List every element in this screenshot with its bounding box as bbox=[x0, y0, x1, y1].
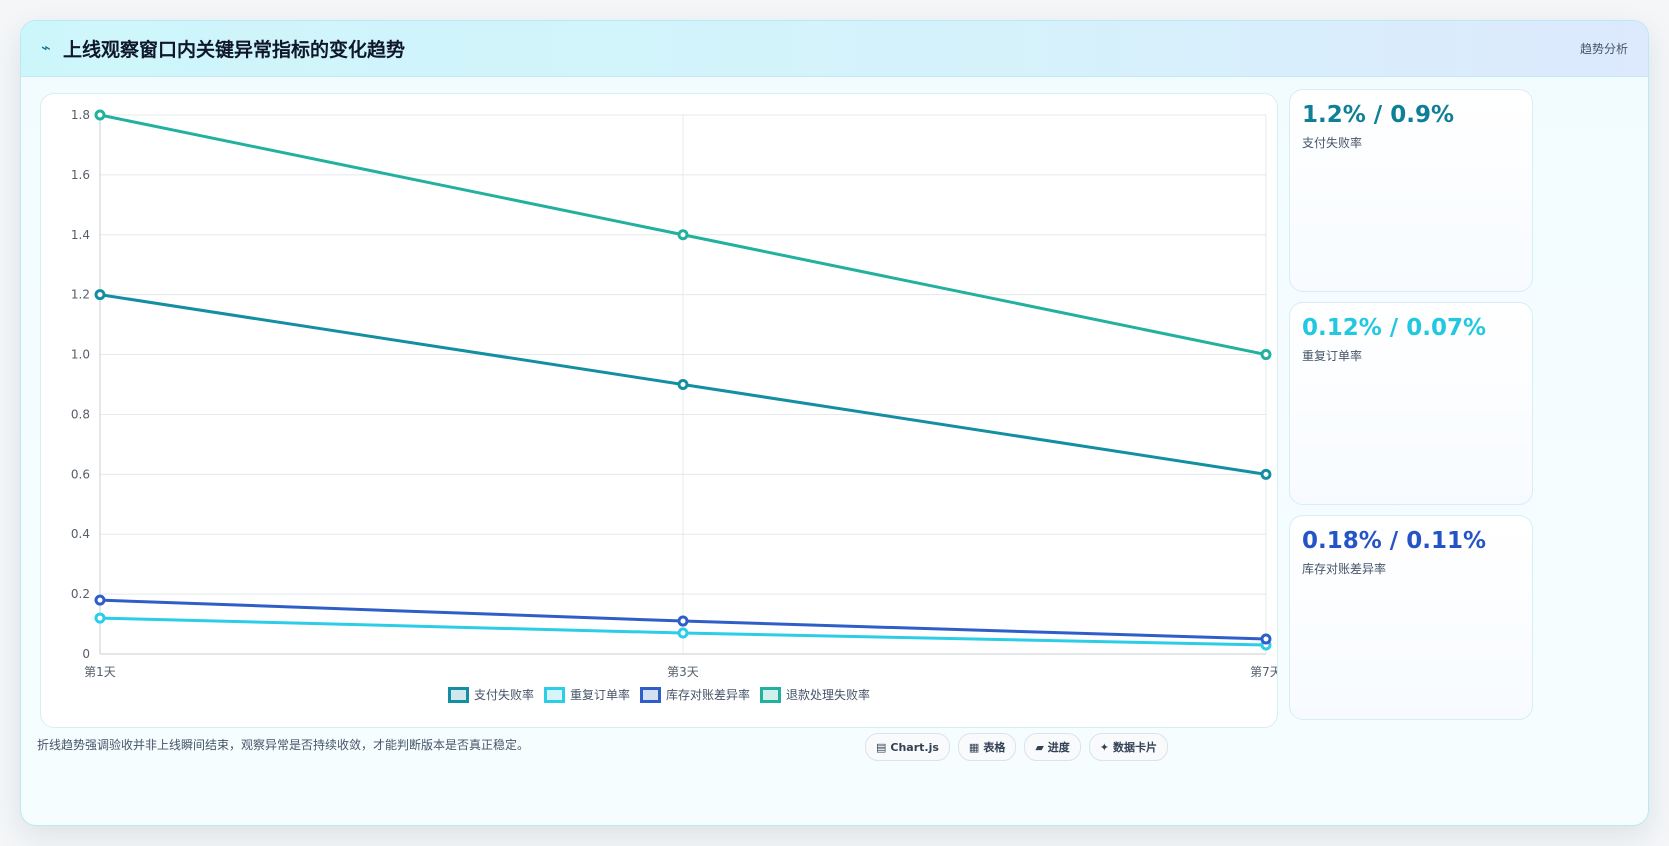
metric-card-inventory: 0.18% / 0.11% 库存对账差异率 bbox=[1289, 515, 1533, 720]
badge-table: ▦ 表格 bbox=[957, 733, 1017, 761]
badge-label: Chart.js bbox=[890, 740, 939, 754]
data-point[interactable] bbox=[1260, 468, 1272, 480]
badge-progress: ▰ 进度 bbox=[1024, 733, 1081, 761]
y-tick-label: 0.4 bbox=[71, 527, 90, 541]
table-icon: ▦ bbox=[968, 740, 980, 754]
metric-value: 0.12% / 0.07% bbox=[1302, 315, 1486, 341]
badge-label: 表格 bbox=[983, 741, 1006, 754]
legend-label: 退款处理失败率 bbox=[786, 688, 871, 702]
x-tick-label: 第7天 bbox=[1250, 665, 1277, 679]
data-point[interactable] bbox=[677, 627, 689, 639]
y-tick-label: 0.2 bbox=[71, 587, 90, 601]
header-tag: 趋势分析 bbox=[1579, 42, 1628, 56]
legend-label: 库存对账差异率 bbox=[666, 688, 751, 702]
metric-card-duplicate-order: 0.12% / 0.07% 重复订单率 bbox=[1289, 302, 1533, 505]
data-point[interactable] bbox=[94, 109, 106, 121]
page-title: 上线观察窗口内关键异常指标的变化趋势 bbox=[63, 39, 406, 61]
data-point[interactable] bbox=[1260, 633, 1272, 645]
progress-icon: ▰ bbox=[1035, 740, 1044, 754]
data-point[interactable] bbox=[1260, 349, 1272, 361]
legend-swatch bbox=[760, 686, 782, 703]
line-chart: 0 0.2 0.4 0.6 0.8 1.0 1.2 1.4 1.6 1.8 第1天 第3天 第7天 bbox=[71, 108, 1277, 679]
y-tick-label: 1.0 bbox=[71, 348, 90, 362]
y-tick-label: 0.6 bbox=[71, 467, 90, 481]
chart-icon: ▤ bbox=[876, 740, 887, 754]
data-point[interactable] bbox=[94, 594, 106, 606]
sparkle-icon: ✦ bbox=[1099, 740, 1110, 754]
chart-card: ⌁ 上线观察窗口内关键异常指标的变化趋势 趋势分析 0 0.2 0.4 0.6 0.8 1… bbox=[20, 20, 1649, 826]
badge-data-card: ✦ 数据卡片 bbox=[1088, 733, 1169, 761]
y-tick-label: 1.4 bbox=[71, 228, 90, 242]
legend-item-1[interactable]: 重复订单率 bbox=[543, 686, 630, 703]
x-tick-label: 第3天 bbox=[667, 665, 699, 679]
badge-label: 数据卡片 bbox=[1113, 741, 1158, 754]
legend-item-0[interactable]: 支付失败率 bbox=[447, 686, 534, 703]
y-tick-label: 1.6 bbox=[71, 168, 90, 182]
metric-label: 库存对账差异率 bbox=[1302, 562, 1387, 576]
card-header: ⌁ 上线观察窗口内关键异常指标的变化趋势 趋势分析 bbox=[21, 21, 1648, 77]
y-tick-label: 1.2 bbox=[71, 288, 90, 302]
y-tick-label: 1.8 bbox=[71, 108, 90, 122]
legend-item-2[interactable]: 库存对账差异率 bbox=[640, 686, 750, 703]
badge-chartjs: ▤ Chart.js bbox=[865, 733, 950, 761]
y-tick-label: 0 bbox=[82, 647, 90, 661]
data-point[interactable] bbox=[677, 615, 689, 627]
x-tick-label: 第1天 bbox=[84, 665, 116, 679]
metric-value: 1.2% / 0.9% bbox=[1302, 102, 1454, 128]
data-point[interactable] bbox=[94, 612, 106, 624]
legend-swatch bbox=[543, 686, 565, 703]
legend-swatch bbox=[447, 686, 469, 703]
legend-item-3[interactable]: 退款处理失败率 bbox=[760, 686, 870, 703]
badge-label: 进度 bbox=[1047, 741, 1070, 754]
y-tick-label: 0.8 bbox=[71, 407, 90, 421]
legend-label: 重复订单率 bbox=[569, 688, 630, 702]
legend-label: 支付失败率 bbox=[473, 688, 534, 702]
tech-badges: ▤ Chart.js ▦ 表格 ▰ 进度 ✦ 数据卡片 bbox=[865, 733, 1169, 761]
metric-card-payment: 1.2% / 0.9% 支付失败率 bbox=[1289, 89, 1533, 292]
pulse-icon: ⌁ bbox=[41, 38, 51, 57]
legend-swatch bbox=[640, 686, 661, 703]
data-point[interactable] bbox=[94, 289, 106, 301]
data-point[interactable] bbox=[677, 229, 689, 241]
metric-value: 0.18% / 0.11% bbox=[1302, 528, 1486, 554]
metric-label: 支付失败率 bbox=[1302, 136, 1363, 150]
data-point[interactable] bbox=[677, 379, 689, 390]
chart-panel: 0 0.2 0.4 0.6 0.8 1.0 1.2 1.4 1.6 1.8 第1天 第3天 第7天 支付… bbox=[40, 93, 1278, 728]
metric-label: 重复订单率 bbox=[1302, 349, 1363, 363]
chart-legend: 支付失败率 重复订单率 库存对账差异率 退款处理失败率 bbox=[41, 686, 1277, 703]
footer-note: 折线趋势强调验收并非上线瞬间结束，观察异常是否持续收敛，才能判断版本是否真正稳定… bbox=[37, 738, 530, 752]
